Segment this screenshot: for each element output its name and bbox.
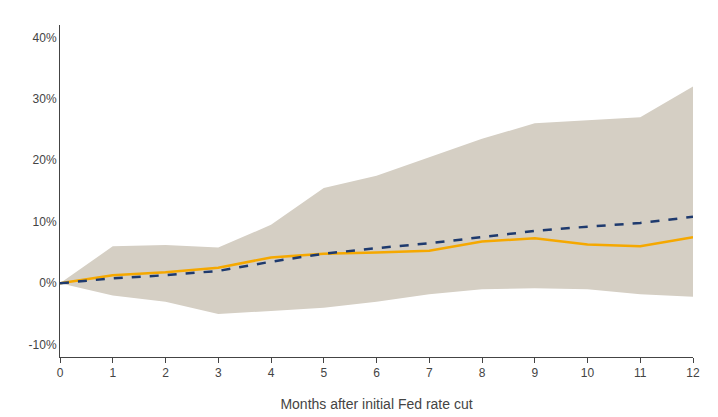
svg-text:0%: 0% [39, 276, 57, 290]
svg-text:12: 12 [686, 366, 700, 380]
svg-text:1: 1 [109, 366, 116, 380]
svg-text:0: 0 [57, 366, 64, 380]
svg-text:Months after initial Fed rate: Months after initial Fed rate cut [280, 396, 472, 412]
svg-text:10%: 10% [33, 215, 57, 229]
svg-text:8: 8 [479, 366, 486, 380]
svg-text:11: 11 [634, 366, 647, 380]
svg-text:7: 7 [426, 366, 433, 380]
svg-text:30%: 30% [33, 92, 57, 106]
svg-text:40%: 40% [33, 31, 57, 45]
svg-text:6: 6 [373, 366, 380, 380]
svg-text:10: 10 [581, 366, 595, 380]
svg-text:9: 9 [531, 366, 538, 380]
svg-text:3: 3 [215, 366, 222, 380]
svg-text:20%: 20% [33, 153, 57, 167]
svg-text:-10%: -10% [29, 338, 57, 352]
svg-text:5: 5 [320, 366, 327, 380]
svg-text:4: 4 [268, 366, 275, 380]
svg-text:2: 2 [162, 366, 169, 380]
